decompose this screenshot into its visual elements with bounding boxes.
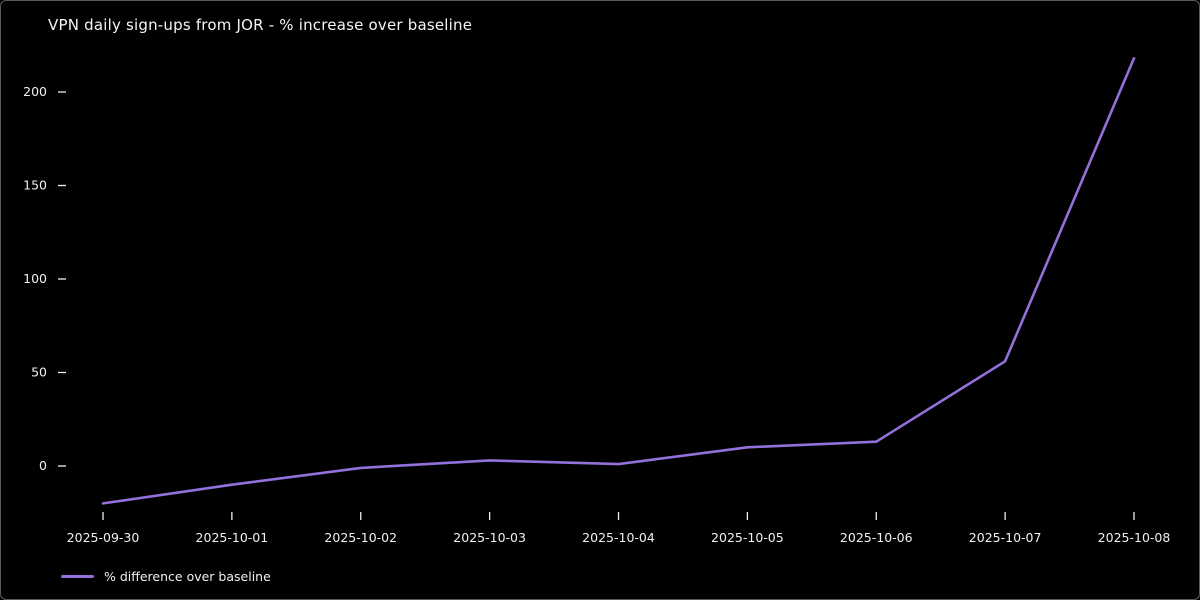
y-axis-tick-label: 150 — [23, 178, 47, 193]
x-axis-tick-label: 2025-10-03 — [453, 530, 526, 545]
y-axis-tick-label: 200 — [23, 84, 47, 99]
y-axis-tick-label: 0 — [39, 458, 47, 473]
y-axis-tick-label: 50 — [31, 365, 47, 380]
x-axis-tick-label: 2025-09-30 — [67, 530, 140, 545]
data-line--difference-over-baseline — [101, 56, 1136, 505]
x-axis-tick-label: 2025-10-01 — [196, 530, 269, 545]
chart-title: VPN daily sign-ups from JOR - % increase… — [48, 16, 473, 34]
legend-line-swatch — [61, 575, 94, 578]
x-axis-tick-label: 2025-10-02 — [324, 530, 397, 545]
x-axis-tick-label: 2025-10-08 — [1098, 530, 1171, 545]
y-axis-tick-label: 100 — [23, 271, 47, 286]
x-axis-tick-label: 2025-10-05 — [711, 530, 784, 545]
x-axis-tick-label: 2025-10-04 — [582, 530, 655, 545]
legend: % difference over baseline — [61, 569, 271, 584]
x-axis-tick-label: 2025-10-06 — [840, 530, 913, 545]
legend-label: % difference over baseline — [104, 569, 271, 584]
x-axis-tick-label: 2025-10-07 — [969, 530, 1042, 545]
